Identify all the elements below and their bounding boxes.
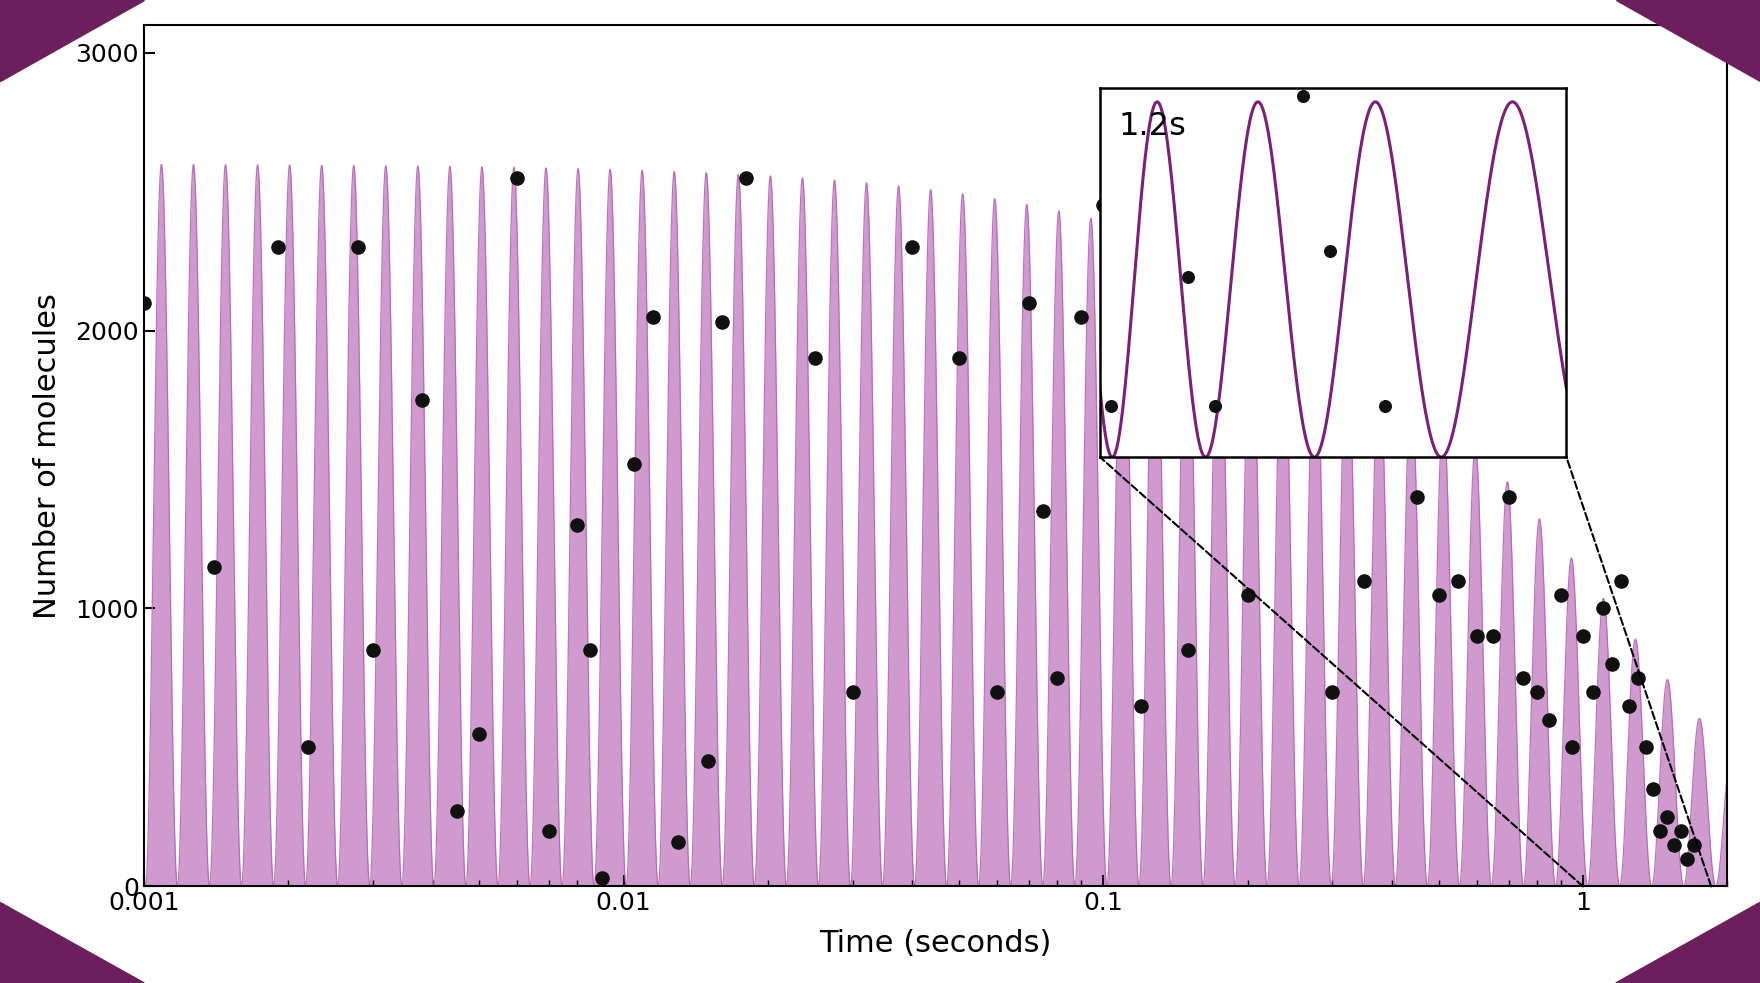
Point	[1547, 587, 1575, 603]
Point	[1126, 698, 1155, 714]
Point	[1174, 642, 1202, 658]
Point	[1030, 503, 1058, 519]
Point	[201, 559, 229, 575]
Point	[945, 351, 973, 367]
Point	[1174, 268, 1202, 284]
Point	[1579, 684, 1607, 700]
Point	[1096, 398, 1125, 414]
X-axis label: Time (seconds): Time (seconds)	[820, 929, 1052, 958]
Point	[503, 170, 532, 186]
Point	[838, 684, 866, 700]
Point	[1674, 850, 1702, 866]
Point	[620, 456, 648, 472]
Point	[639, 309, 667, 324]
Point	[1089, 198, 1118, 213]
Point	[1522, 684, 1551, 700]
Point	[535, 823, 563, 838]
Point	[1424, 587, 1452, 603]
Point	[1568, 628, 1596, 644]
Point	[1632, 739, 1660, 755]
Point	[801, 351, 829, 367]
Point	[1598, 657, 1626, 672]
Point	[465, 725, 493, 741]
Point	[576, 642, 604, 658]
Point	[1288, 88, 1316, 104]
Point	[982, 684, 1010, 700]
Text: 1.2s: 1.2s	[1119, 110, 1186, 142]
Point	[1378, 392, 1406, 408]
Point	[664, 835, 692, 850]
Point	[1616, 698, 1644, 714]
Point	[1234, 587, 1262, 603]
Point	[1660, 837, 1688, 852]
Point	[1318, 684, 1346, 700]
Point	[732, 170, 760, 186]
Point	[1067, 309, 1095, 324]
Point	[1426, 36, 1454, 52]
Point	[1316, 243, 1345, 259]
Point	[444, 803, 472, 819]
Point	[1653, 809, 1681, 825]
Point	[1607, 573, 1635, 589]
Point	[1234, 36, 1262, 52]
Point	[1042, 670, 1070, 686]
Point	[130, 295, 158, 311]
Point	[1200, 398, 1228, 414]
Point	[1445, 573, 1473, 589]
Y-axis label: Number of molecules: Number of molecules	[33, 293, 62, 618]
Point	[294, 739, 322, 755]
Point	[1558, 739, 1586, 755]
Point	[1623, 670, 1651, 686]
Point	[693, 754, 722, 770]
Point	[408, 392, 436, 408]
Point	[1478, 628, 1507, 644]
Point	[1350, 573, 1378, 589]
Point	[1463, 628, 1491, 644]
Point	[1508, 670, 1536, 686]
Point	[1211, 295, 1239, 311]
Point	[1403, 490, 1431, 505]
Point	[359, 642, 387, 658]
Point	[1639, 781, 1667, 797]
Point	[898, 239, 926, 255]
Point	[1589, 601, 1617, 616]
Point	[563, 517, 591, 533]
Point	[1679, 837, 1707, 852]
Point	[588, 870, 616, 886]
Point	[1016, 295, 1044, 311]
Point	[1535, 712, 1563, 727]
Point	[1667, 823, 1695, 838]
Point	[1371, 398, 1399, 414]
Point	[345, 239, 373, 255]
Point	[1280, 378, 1308, 394]
Point	[264, 239, 292, 255]
Point	[1646, 823, 1674, 838]
Point	[1494, 490, 1522, 505]
Point	[708, 315, 736, 330]
